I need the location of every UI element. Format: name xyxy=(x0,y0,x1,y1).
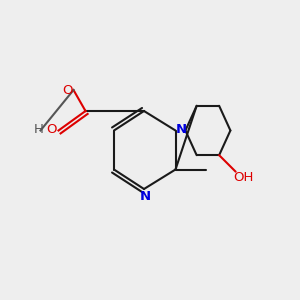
Text: N: N xyxy=(175,123,187,136)
Text: O: O xyxy=(62,83,73,97)
Text: OH: OH xyxy=(233,171,253,184)
Text: H: H xyxy=(34,122,44,136)
Text: N: N xyxy=(139,190,151,203)
Text: O: O xyxy=(47,123,57,136)
